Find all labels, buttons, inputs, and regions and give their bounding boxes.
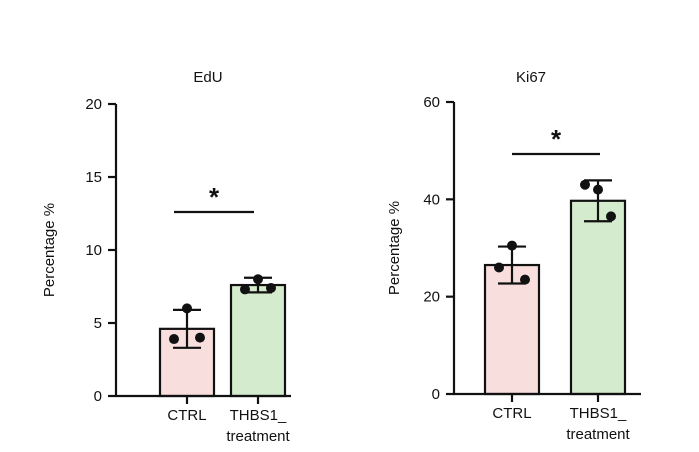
- x-tick-label-line: CTRL: [492, 405, 531, 422]
- x-tick-label-line: THBS1_: [570, 405, 627, 422]
- y-tick-label: 10: [85, 242, 102, 259]
- y-axis-label: Percentage %: [41, 203, 58, 297]
- data-point: [195, 332, 205, 343]
- y-axis-label: Percentage %: [386, 201, 403, 295]
- data-point: [507, 240, 517, 251]
- chart-panel-1: Ki67 Percentage % 0 20 40 60 CTRL THBS1_treatme…: [386, 69, 641, 443]
- data-point: [240, 284, 250, 295]
- significance-star: *: [209, 182, 220, 212]
- chart-panel-0: EdU Percentage % 0 5 10 15 20 CTRL THBS1_treatme…: [41, 69, 291, 445]
- x-tick-label: THBS1_ treatment: [566, 405, 630, 443]
- x-tick-label: CTRL: [167, 407, 206, 424]
- data-point: [169, 334, 179, 345]
- y-tick-label: 15: [85, 169, 102, 186]
- chart-title: EdU: [193, 69, 222, 86]
- data-point: [494, 262, 504, 273]
- y-tick-label: 20: [423, 289, 440, 306]
- y-tick-label: 0: [94, 388, 102, 405]
- x-tick-label: THBS1_ treatment: [226, 407, 290, 445]
- data-point: [580, 179, 590, 190]
- y-tick-label: 5: [94, 315, 102, 332]
- chart-title: Ki67: [516, 69, 546, 86]
- data-point: [593, 184, 603, 195]
- x-tick-label-line: THBS1_: [230, 407, 287, 424]
- data-point: [606, 211, 616, 222]
- significance-star: *: [551, 124, 562, 154]
- x-tick-label-line: CTRL: [167, 407, 206, 424]
- y-tick-label: 0: [432, 386, 440, 403]
- data-point: [253, 274, 263, 285]
- bar: [229, 283, 287, 398]
- x-tick-label-line: treatment: [226, 428, 290, 445]
- data-point: [266, 282, 276, 293]
- bar: [569, 199, 627, 396]
- data-point: [520, 274, 530, 285]
- y-tick-label: 20: [85, 96, 102, 113]
- data-point: [182, 303, 192, 314]
- x-tick-label-line: treatment: [566, 426, 630, 443]
- y-tick-label: 40: [423, 191, 440, 208]
- x-tick-label: CTRL: [492, 405, 531, 422]
- y-tick-label: 60: [423, 94, 440, 111]
